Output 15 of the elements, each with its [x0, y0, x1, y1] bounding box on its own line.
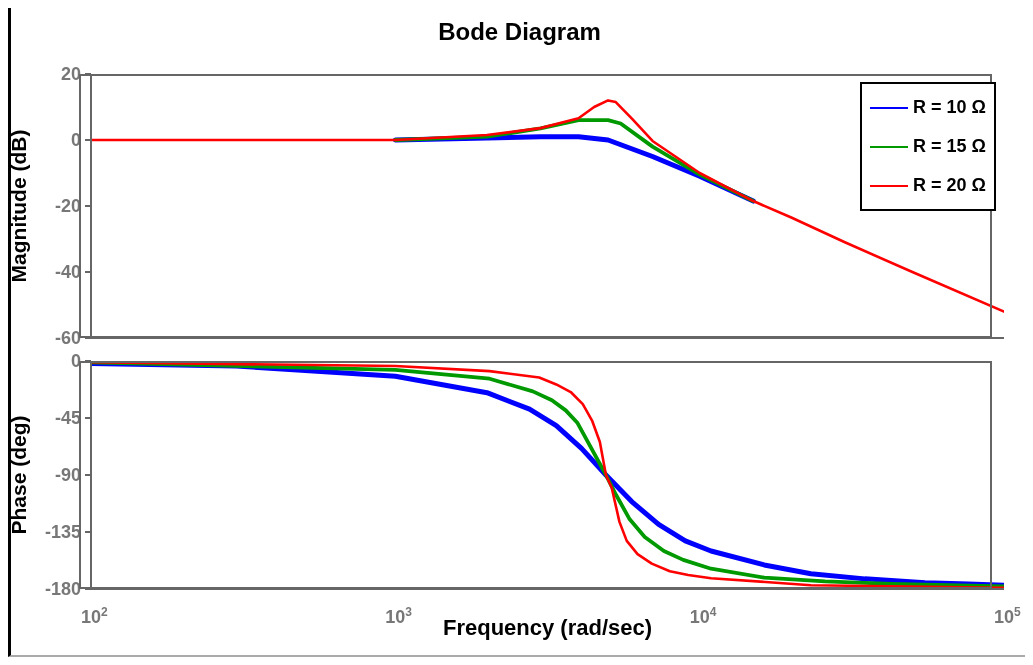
y-tick-label: 20 — [60, 64, 81, 84]
legend-label: R = 20 Ω — [913, 175, 986, 196]
chart-title: Bode Diagram — [437, 18, 602, 46]
x-tick-label: 10$^{4}$ — [689, 605, 717, 627]
y-axis-title: Magnitude (dB) — [7, 129, 31, 283]
y-axis-title: Phase (deg) — [7, 415, 31, 535]
legend-label: R = 10 Ω — [913, 97, 986, 118]
x-tick-label: 10$^{3}$ — [385, 605, 413, 627]
y-tick-label: -135 — [44, 522, 81, 542]
legend-label: R = 15 Ω — [913, 136, 986, 157]
y-tick-label: -180 — [44, 579, 81, 599]
y-tick-label: -60 — [54, 328, 81, 348]
x-tick-label: 10$^{5}$ — [993, 605, 1022, 627]
x-axis-title: Frequency (rad/sec) — [442, 615, 653, 640]
x-tick-label: 10$^{2}$ — [80, 605, 109, 627]
